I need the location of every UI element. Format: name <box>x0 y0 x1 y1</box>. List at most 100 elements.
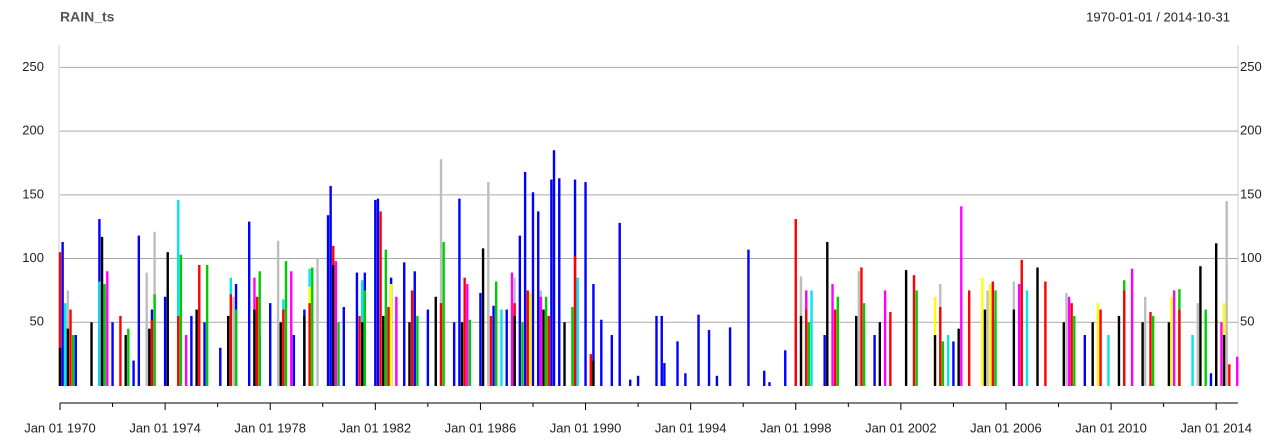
bar <box>426 309 430 386</box>
bar <box>232 296 235 386</box>
bar <box>1196 303 1199 386</box>
bar <box>994 290 997 386</box>
bar <box>518 235 522 386</box>
bar <box>592 360 595 386</box>
bar <box>915 290 918 386</box>
bar <box>1151 315 1155 386</box>
bar <box>253 309 256 386</box>
bar <box>1096 303 1100 386</box>
bar <box>1228 364 1231 386</box>
bar <box>342 306 345 386</box>
y-tick-label-right: 250 <box>1240 59 1262 74</box>
bar <box>883 290 887 386</box>
x-tick-label: Jan 01 1974 <box>129 420 201 435</box>
bar <box>332 264 335 386</box>
bar <box>58 347 62 386</box>
bar <box>989 284 992 386</box>
bar <box>505 309 508 386</box>
bar <box>1130 268 1134 386</box>
bar <box>234 309 238 386</box>
bar <box>90 322 93 386</box>
bar <box>127 328 130 386</box>
x-tick-label: Jan 01 2006 <box>970 420 1042 435</box>
bar <box>284 261 288 386</box>
bar <box>489 315 493 386</box>
bar <box>98 281 101 386</box>
x-tick-label: Jan 01 1970 <box>24 420 96 435</box>
bar <box>416 315 419 386</box>
bar <box>290 271 293 386</box>
bar <box>571 306 574 386</box>
bar <box>303 315 306 386</box>
bar <box>384 249 388 386</box>
bar <box>195 309 198 386</box>
bar <box>1178 309 1181 386</box>
bar <box>836 296 840 386</box>
x-tick-label: Jan 01 2014 <box>1180 420 1252 435</box>
y-tick-label: 50 <box>30 314 44 329</box>
bar <box>1020 259 1023 386</box>
bar <box>1117 315 1121 386</box>
bar <box>124 335 127 386</box>
bar <box>1123 290 1126 386</box>
bar <box>981 277 984 386</box>
bar <box>1025 290 1029 386</box>
bar <box>1083 335 1087 386</box>
bar <box>576 277 579 386</box>
bar <box>1107 335 1110 386</box>
bar <box>403 262 406 386</box>
bar <box>676 341 679 386</box>
bar <box>660 315 663 386</box>
bar <box>150 319 154 386</box>
bar <box>1225 201 1228 386</box>
bar <box>600 319 603 386</box>
bar <box>337 322 340 386</box>
bar <box>452 322 456 386</box>
bar <box>941 341 945 386</box>
bar <box>442 241 445 386</box>
bar <box>610 335 614 386</box>
bar <box>379 211 382 386</box>
bar <box>479 292 482 386</box>
bar <box>986 290 989 386</box>
bar <box>558 178 561 386</box>
bar <box>177 315 180 386</box>
bar <box>148 328 151 386</box>
bar <box>810 290 813 386</box>
x-tick-label: Jan 01 1990 <box>550 420 622 435</box>
bar <box>360 322 364 386</box>
bar <box>219 347 222 386</box>
bar <box>636 375 640 386</box>
bar <box>1199 266 1202 386</box>
bar <box>308 303 311 386</box>
bar <box>939 306 942 386</box>
bar <box>862 303 866 386</box>
bar <box>103 284 106 386</box>
x-tick-label: Jan 01 1982 <box>340 420 412 435</box>
bar <box>550 179 553 386</box>
bar <box>492 305 495 386</box>
bar <box>1214 243 1218 386</box>
bar <box>663 363 666 386</box>
bar <box>728 327 732 386</box>
bar <box>823 335 826 386</box>
y-tick-label: 250 <box>22 59 44 74</box>
bar <box>334 261 338 386</box>
x-tick-label: Jan 01 1998 <box>760 420 832 435</box>
bar <box>952 341 955 386</box>
bar <box>1172 290 1176 386</box>
bar <box>434 296 437 386</box>
bar <box>1065 292 1068 386</box>
bar <box>1070 303 1073 386</box>
bar <box>190 315 193 386</box>
bar <box>282 309 285 386</box>
bar <box>382 315 385 386</box>
bar <box>805 309 808 386</box>
bar <box>184 335 188 386</box>
bar <box>481 248 485 386</box>
bar <box>854 315 858 386</box>
bar <box>584 182 587 386</box>
bar <box>311 267 314 386</box>
bar <box>904 270 908 386</box>
bar <box>153 294 156 386</box>
